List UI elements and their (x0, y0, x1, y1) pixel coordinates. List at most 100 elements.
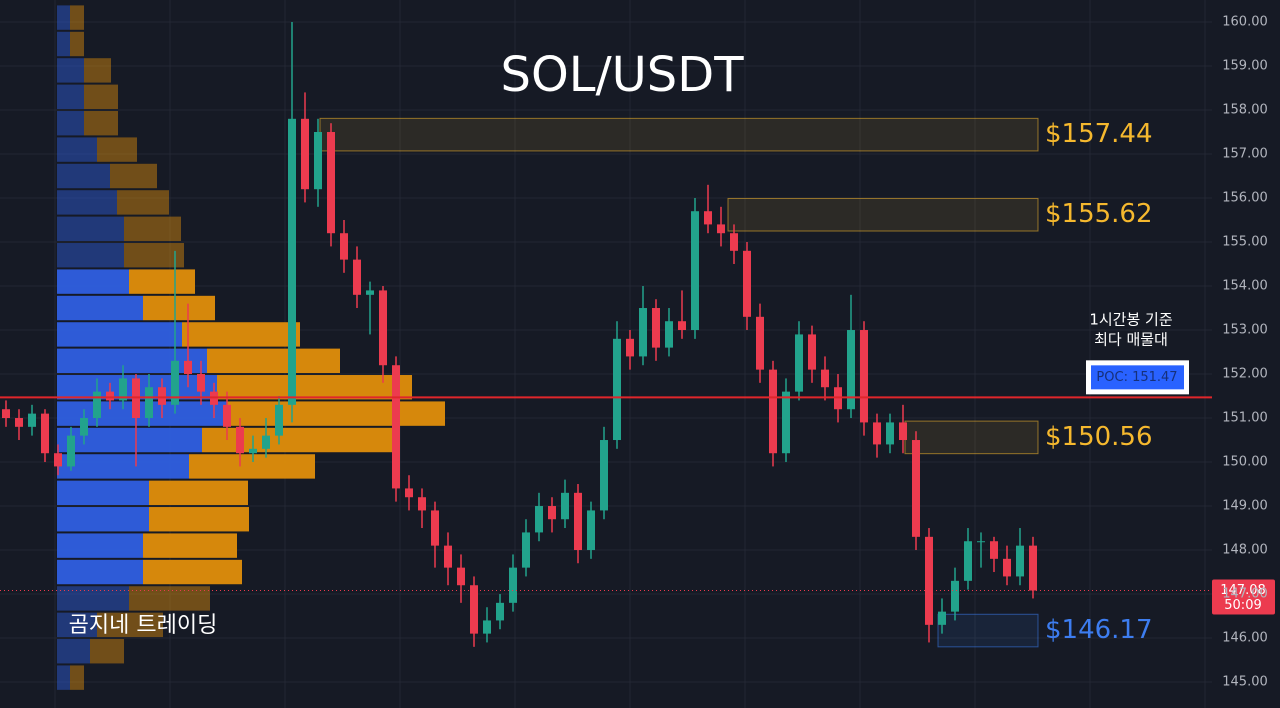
candle-body (145, 387, 153, 419)
volume-profile (57, 5, 445, 690)
profile-buy (57, 137, 97, 162)
profile-sell (84, 58, 111, 83)
annotation: 최다 매물대 (1094, 331, 1168, 349)
level-zone (904, 420, 1039, 455)
candle-body (925, 536, 933, 625)
candle-body (301, 118, 309, 190)
overlays: $157.44 $155.62 $150.56 $146.17 POC: 151.47 1… (0, 119, 1275, 645)
profile-buy (57, 665, 70, 690)
y-tick-label: 153.00 (1222, 323, 1268, 338)
profile-buy (57, 586, 129, 611)
y-tick-label: 151.00 (1222, 411, 1268, 426)
candle-body (522, 532, 530, 568)
profile-sell (143, 295, 215, 321)
candle-body (795, 334, 803, 392)
profile-sell (182, 322, 300, 347)
candle-body (184, 360, 192, 375)
candle-body (366, 290, 374, 295)
candle-body (912, 440, 920, 537)
y-tick-label: 149.00 (1222, 499, 1268, 514)
candle-body (405, 488, 413, 498)
profile-sell (90, 639, 124, 664)
profile-buy (57, 58, 84, 83)
profile-sell (70, 31, 84, 57)
profile-buy (57, 322, 182, 347)
profile-buy (57, 111, 84, 136)
last-price-box (1212, 579, 1275, 615)
profile-buy (57, 216, 124, 242)
profile-buy (57, 348, 207, 374)
watermark: 곰지네 트레이딩 (69, 613, 218, 638)
candle-body (938, 611, 946, 625)
y-tick-label: 155.00 (1222, 235, 1268, 250)
candle-body (535, 506, 543, 533)
level-zone (319, 117, 1039, 152)
y-tick-label: 158.00 (1222, 103, 1268, 118)
candle-body (769, 369, 777, 454)
candle-body (171, 360, 179, 405)
candle-body (509, 567, 517, 603)
profile-buy (57, 31, 70, 57)
profile-buy (57, 269, 129, 294)
profile-buy (57, 612, 97, 638)
profile-sell (217, 375, 412, 400)
candle-body (249, 448, 257, 454)
profile-sell (110, 163, 157, 189)
candle-body (197, 374, 205, 392)
candle-body (418, 497, 426, 511)
candle-body (977, 541, 985, 543)
candle-body (483, 620, 491, 634)
candle-body (236, 426, 244, 454)
candle-body (262, 435, 270, 449)
profile-sell (143, 559, 242, 585)
y-tick-label: 156.00 (1222, 191, 1268, 206)
profile-sell (70, 5, 84, 30)
profile-sell (149, 480, 248, 506)
candle-body (964, 541, 972, 581)
y-tick-label: 154.00 (1222, 279, 1268, 294)
candle-body (496, 602, 504, 621)
candle-body (1029, 545, 1037, 591)
profile-buy (57, 533, 143, 558)
profile-buy (57, 163, 110, 189)
profile-buy (57, 190, 117, 215)
candle-body (717, 224, 725, 234)
candle-body (678, 321, 686, 331)
candle-body (353, 259, 361, 295)
chart-title: SOL/USDT (500, 47, 744, 103)
profile-buy (57, 639, 90, 664)
countdown: 50:09 (1224, 598, 1261, 613)
candle-body (431, 510, 439, 546)
candle-body (613, 338, 621, 441)
candle-body (990, 541, 998, 559)
candle-body (80, 418, 88, 436)
candle-body (67, 435, 75, 467)
profile-sell (202, 427, 397, 453)
y-tick-label: 148.00 (1222, 543, 1268, 558)
candle-body (223, 404, 231, 427)
profile-sell (84, 111, 118, 136)
y-tick-label: 147.00 (1222, 587, 1268, 602)
candle-body (730, 233, 738, 251)
candle-body (314, 132, 322, 190)
profile-buy (57, 295, 143, 321)
y-tick-label: 145.00 (1222, 675, 1268, 690)
profile-buy (57, 559, 143, 585)
candles (2, 22, 1037, 647)
candle-body (548, 506, 556, 520)
candle-body (54, 453, 62, 467)
candle-body (106, 391, 114, 401)
profile-sell (143, 533, 237, 558)
profile-buy (57, 84, 84, 110)
candle-body (15, 418, 23, 427)
candle-body (574, 492, 582, 551)
candle-body (704, 211, 712, 225)
candle-body (821, 369, 829, 388)
candle-body (847, 330, 855, 410)
candle-body (2, 409, 10, 419)
candle-body (561, 492, 569, 520)
profile-sell (117, 190, 169, 215)
candle-body (93, 391, 101, 419)
profile-sell (84, 84, 118, 110)
candle-body (1003, 558, 1011, 577)
